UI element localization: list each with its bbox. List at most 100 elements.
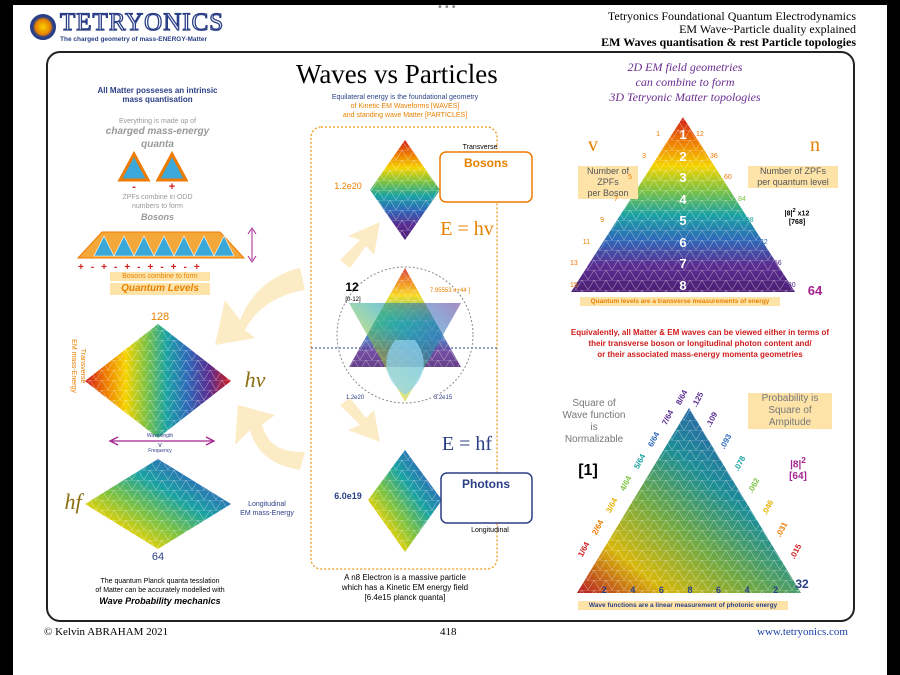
center-longitudinal: Longitudinal — [471, 527, 509, 534]
left-wave-mechanics: Wave Probability mechanics — [99, 596, 221, 606]
center-range: [0-12] — [345, 297, 361, 303]
center-big: 7.95553 e+44 ] — [429, 288, 471, 294]
equation-ehv: E = hv — [440, 218, 494, 240]
page-title: Waves vs Particles — [296, 59, 498, 89]
left-zpf-1: ZPFs combine in ODD — [122, 194, 193, 201]
frac-6: 6/64 — [646, 430, 662, 449]
bottom-num-4: 8 — [687, 585, 693, 595]
quantum-caption: Quantum levels are a transverse measurem… — [580, 297, 780, 306]
frac-4: 4/64 — [618, 474, 634, 493]
electron-caption-1: A n8 Electron is a massive particle — [344, 573, 466, 582]
intro-line-2: of Kinetic EM Waveforms [WAVES] — [350, 103, 460, 110]
level-right-numbers: 12 36 60 84 108 132 156 180 — [696, 124, 816, 296]
arrow-left-up — [215, 268, 305, 345]
wave-function-3: is — [590, 422, 598, 433]
header-line-1: Tetryonics Foundational Quantum Electrod… — [607, 9, 856, 23]
footer-url[interactable]: www.tetryonics.com — [757, 626, 848, 638]
bottom-numbers: 2 4 6 8 6 4 2 — [590, 585, 790, 595]
frac-3: 3/64 — [604, 496, 620, 515]
intro-line-1: Equilateral energy is the foundational g… — [331, 94, 479, 101]
left-num-3: 5 — [628, 174, 632, 181]
bottom-num-3: 6 — [658, 585, 664, 595]
frac-1: 1/64 — [576, 540, 592, 559]
level-6: 6 — [679, 234, 687, 250]
left-longitudinal: Longitudinal EM mass-Energy — [232, 500, 302, 518]
dec-3: .046 — [760, 498, 776, 517]
center-n3: 3.2e15 — [433, 395, 453, 401]
arrow-center-up — [340, 222, 380, 268]
wavelength-arrow — [108, 436, 216, 446]
left-transverse-1: Transverse — [79, 348, 86, 384]
equivalence-text: Equivalently, all Matter & EM waves can … — [555, 327, 845, 360]
level-left-numbers: 1 3 5 7 9 11 13 15 — [570, 124, 670, 296]
left-num-2: 3 — [642, 152, 646, 160]
frac-5: 5/64 — [632, 452, 648, 471]
left-num-8: 15 — [570, 281, 578, 289]
footer-page-number: 418 — [440, 626, 457, 638]
level-4: 4 — [679, 191, 687, 207]
logo: TETRYONICS The charged geometry of mass-… — [30, 8, 240, 46]
boson-strip: +-+-+-+-+-+ — [76, 227, 257, 273]
right-num-6: 132 — [756, 238, 768, 246]
electron-topology — [336, 266, 474, 404]
photon-diamond — [368, 450, 442, 552]
arrow-center-down — [340, 398, 380, 442]
right-heading: 2D EM field geometries can combine to fo… — [600, 60, 770, 105]
left-transverse-2: EM mass-Energy — [70, 339, 77, 393]
level-5: 5 — [679, 213, 687, 228]
right-heading-1: 2D EM field geometries — [627, 60, 743, 74]
equivalence-2: their transverse boson or longitudinal p… — [588, 339, 812, 348]
left-num-5: 9 — [600, 217, 604, 224]
center-n4: 6.0e19 — [334, 491, 362, 501]
fraction-labels-left: 1/64 2/64 3/64 4/64 5/64 6/64 7/64 8/64 — [568, 389, 689, 595]
left-n128: 128 — [150, 311, 170, 323]
left-nu: v — [158, 442, 162, 449]
right-num-7: 156 — [770, 260, 782, 267]
svg-text:+: + — [169, 181, 175, 193]
logo-tagline: The charged geometry of mass-ENERGY-Matt… — [60, 36, 208, 43]
right-sq8-label: |8| — [790, 459, 802, 471]
wave-function-4: Normalizable — [564, 434, 624, 445]
frac-7: 7/64 — [660, 408, 676, 427]
dec-6: .093 — [718, 432, 734, 451]
left-heading: All Matter posseses an intrinsic mass qua… — [90, 86, 225, 104]
left-text-1: Everything is made up of — [118, 118, 197, 125]
left-zpf-2: numbers to form — [132, 203, 183, 210]
right-n-symbol: n — [810, 134, 820, 156]
dec-7: .109 — [704, 410, 720, 429]
right-sq: |8| — [784, 210, 793, 218]
content-frame — [46, 51, 855, 622]
svg-text:-: - — [132, 181, 136, 193]
left-transverse-label: Transverse EM mass-Energy — [69, 336, 87, 396]
more-options-icon[interactable]: ••• — [437, 2, 458, 13]
equivalence-3: or their associated mass-energy momenta … — [597, 350, 803, 359]
level-3: 3 — [679, 170, 687, 185]
wave-function-2: Wave function — [562, 410, 626, 421]
bosons-box — [439, 151, 533, 203]
level-2: 2 — [679, 148, 687, 164]
right-heading-2: can combine to form — [635, 75, 735, 89]
footer-copyright: © Kelvin ABRAHAM 2021 — [44, 626, 169, 638]
wave-function-1: Square of — [572, 398, 616, 409]
right-n32: 32 — [795, 577, 809, 591]
left-n64: 64 — [151, 551, 165, 563]
right-one: [1] — [578, 462, 598, 479]
center-transverse: Transverse — [462, 144, 498, 151]
left-hv: hv — [244, 367, 266, 392]
logo-emblem-icon — [30, 14, 56, 40]
arrow-left-down — [235, 405, 305, 470]
electron-caption-3: [6.4e15 planck quanta] — [364, 593, 446, 602]
center-n12: 12 — [345, 280, 359, 294]
right-n768: [768] — [788, 219, 806, 227]
right-num-3: 60 — [724, 174, 732, 181]
dec-5: .078 — [732, 454, 748, 473]
header-line-3: EM Waves quantisation & rest Particle to… — [601, 35, 856, 49]
center-photons: Photons — [462, 477, 510, 491]
boson-diamond — [370, 140, 440, 240]
level-labels: 1 2 3 4 5 6 7 8 — [671, 124, 695, 296]
wave-function-triangle — [577, 408, 801, 593]
equivalence-1: Equivalently, all Matter & EM waves can … — [570, 328, 830, 337]
probability-1: Probability is — [761, 393, 819, 404]
right-zpf-level: Number of ZPFs per quantum level — [748, 166, 838, 188]
